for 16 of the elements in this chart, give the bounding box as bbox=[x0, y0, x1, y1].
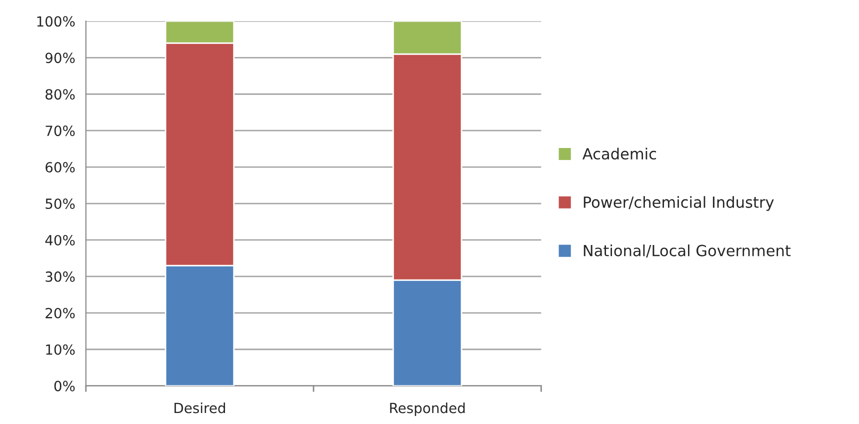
y-tick-label: 10% bbox=[46, 344, 75, 355]
legend-label: Power/chemicial Industry bbox=[584, 196, 774, 211]
x-tick-label: Desired bbox=[174, 402, 225, 414]
y-tick-label: 90% bbox=[45, 52, 75, 64]
y-tick-label: 60% bbox=[46, 162, 75, 173]
legend-label: National/Local Government bbox=[584, 244, 791, 258]
y-tick-label: 80% bbox=[46, 89, 75, 100]
y-tick-label: 0% bbox=[54, 380, 75, 392]
x-tick-label: Responded bbox=[390, 402, 465, 416]
y-tick-label: 70% bbox=[46, 126, 75, 136]
legend-label: Academic bbox=[582, 148, 656, 160]
y-tick-label: 30% bbox=[46, 271, 75, 282]
y-tick-label: 50% bbox=[46, 198, 75, 209]
y-tick-label: 20% bbox=[46, 308, 75, 318]
y-tick-label: 100% bbox=[37, 16, 75, 27]
y-tick-label: 40% bbox=[45, 234, 75, 246]
